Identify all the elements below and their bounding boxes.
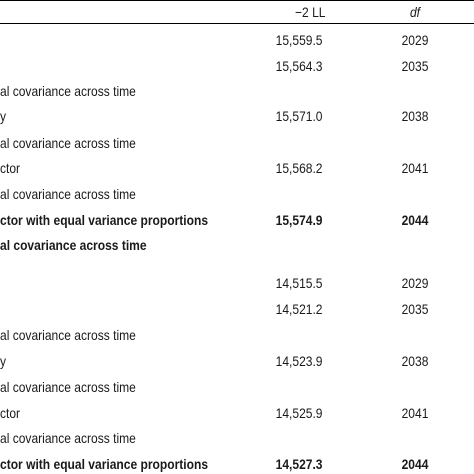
row-label: al covariance across time — [0, 327, 136, 343]
header-rule — [0, 23, 474, 24]
row-df: 2029 — [401, 275, 429, 291]
header-df: df — [409, 4, 421, 20]
row-df: 2038 — [401, 108, 429, 124]
row-ll: 14,521.2 — [275, 301, 322, 317]
row-df: 2038 — [401, 353, 429, 369]
row-label: al covariance across time — [0, 237, 147, 253]
table-top-rule — [0, 0, 474, 1]
row-ll: 15,574.9 — [275, 212, 322, 228]
row-df: 2029 — [401, 32, 429, 48]
row-ll: 14,525.9 — [275, 405, 322, 421]
row-label: al covariance across time — [0, 186, 136, 202]
row-label: al covariance across time — [0, 83, 136, 99]
row-ll: 14,515.5 — [275, 275, 322, 291]
row-df: 2041 — [401, 160, 429, 176]
row-label: y — [0, 108, 7, 124]
row-df: 2044 — [401, 212, 429, 228]
row-ll: 15,564.3 — [275, 58, 322, 74]
row-df: 2035 — [401, 301, 429, 317]
row-df: 2041 — [401, 405, 429, 421]
row-label: ctor — [0, 160, 21, 176]
row-ll: 14,523.9 — [275, 353, 322, 369]
row-ll: 14,527.3 — [275, 456, 322, 472]
row-ll: 15,568.2 — [275, 160, 322, 176]
row-label: al covariance across time — [0, 379, 136, 395]
row-label: y — [0, 353, 7, 369]
row-label: ctor with equal variance proportions — [0, 456, 209, 472]
row-ll: 15,559.5 — [275, 32, 322, 48]
row-label: al covariance across time — [0, 135, 136, 151]
row-ll: 15,571.0 — [275, 108, 322, 124]
row-label: al covariance across time — [0, 430, 136, 446]
header-ll: −2 LL — [295, 4, 326, 20]
row-df: 2035 — [401, 58, 429, 74]
row-label: ctor with equal variance proportions — [0, 212, 209, 228]
row-label: ctor — [0, 405, 21, 421]
row-df: 2044 — [401, 456, 429, 472]
